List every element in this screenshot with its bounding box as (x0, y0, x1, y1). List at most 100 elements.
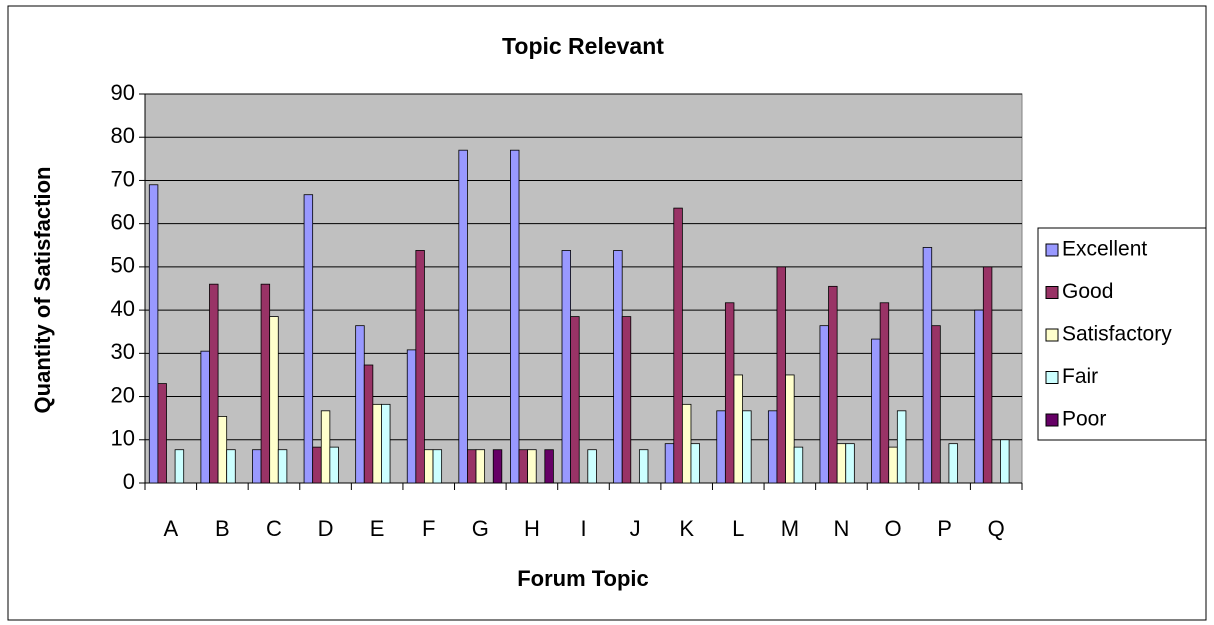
x-tick-label: L (732, 516, 744, 541)
bar (527, 449, 537, 484)
x-tick-label: Q (988, 516, 1005, 541)
bar (277, 449, 288, 484)
bar (767, 410, 778, 484)
x-tick-label: F (422, 516, 435, 541)
x-axis-title: Forum Topic (517, 566, 649, 591)
bar (424, 449, 434, 484)
bar (467, 449, 477, 484)
bar (329, 446, 339, 484)
y-tick-label: 20 (111, 382, 135, 407)
bar (613, 250, 623, 484)
bar (776, 266, 786, 484)
y-tick-label: 10 (111, 426, 135, 451)
bar (174, 449, 185, 484)
bar (974, 309, 984, 484)
bar (690, 443, 700, 484)
bar (381, 403, 391, 484)
legend-label: Fair (1062, 365, 1098, 388)
bar (157, 383, 167, 484)
y-tick-label: 0 (123, 469, 135, 494)
x-tick-label: J (630, 516, 641, 541)
bar (879, 302, 890, 484)
x-tick-label: E (370, 516, 385, 541)
bar (561, 250, 572, 484)
bar (819, 325, 829, 484)
bar (922, 247, 933, 484)
x-tick-label: B (215, 516, 230, 541)
bar (570, 316, 580, 484)
bar (982, 266, 993, 484)
bar (621, 316, 632, 484)
bar (217, 416, 228, 484)
bar (200, 350, 210, 484)
legend-label: Good (1062, 280, 1113, 303)
x-tick-label: A (163, 516, 178, 541)
bar (742, 410, 752, 484)
bar (1000, 439, 1010, 484)
x-tick-label: D (318, 516, 334, 541)
x-tick-label: C (266, 516, 282, 541)
bar (845, 443, 855, 484)
y-tick-label: 50 (111, 253, 135, 278)
legend-box (1037, 227, 1207, 441)
bar (836, 443, 847, 484)
bar (544, 449, 554, 484)
x-tick-label: I (580, 516, 586, 541)
x-tick-label: N (833, 516, 849, 541)
bar (931, 325, 941, 484)
bar (415, 250, 425, 484)
y-tick-label: 60 (111, 209, 135, 234)
bar (226, 449, 236, 484)
bar (320, 410, 331, 484)
bar (432, 449, 443, 484)
bar (269, 316, 279, 484)
bar (312, 446, 322, 484)
legend-label: Poor (1062, 408, 1106, 431)
bar (252, 449, 262, 484)
x-tick-label: O (884, 516, 901, 541)
bar (303, 194, 314, 484)
bar (458, 149, 468, 484)
legend-swatch (1045, 328, 1059, 342)
legend-label: Excellent (1062, 238, 1147, 261)
bar (896, 410, 907, 484)
bar (406, 349, 417, 484)
bar (148, 184, 159, 484)
y-tick-label: 70 (111, 166, 135, 191)
y-tick-label: 30 (111, 339, 135, 364)
bar (664, 443, 675, 484)
y-tick-label: 80 (111, 123, 135, 148)
legend-swatch (1045, 286, 1059, 299)
bar (518, 449, 529, 484)
bar (260, 283, 271, 484)
bar (724, 302, 735, 484)
bar (681, 403, 692, 484)
bar (209, 283, 219, 484)
legend-swatch (1045, 243, 1059, 257)
bar (888, 446, 898, 484)
x-tick-label: G (472, 516, 489, 541)
x-tick-label: H (524, 516, 540, 541)
bar (793, 446, 804, 484)
bar (785, 374, 795, 484)
bar (828, 285, 838, 484)
legend-label: Satisfactory (1062, 323, 1172, 346)
bar (587, 449, 597, 484)
bar (492, 449, 503, 484)
bar (363, 364, 374, 484)
bar (673, 207, 683, 484)
y-tick-label: 40 (111, 296, 135, 321)
bar (716, 410, 726, 484)
x-tick-label: P (937, 516, 952, 541)
x-tick-label: K (679, 516, 694, 541)
bar (948, 443, 958, 484)
bar (372, 403, 382, 484)
y-axis-title: Quantity of Satisfaction (30, 167, 55, 414)
bar (871, 338, 881, 484)
bar (638, 449, 649, 484)
bar (475, 449, 486, 484)
x-tick-label: M (781, 516, 799, 541)
legend-swatch (1045, 413, 1059, 427)
bar (733, 374, 743, 484)
